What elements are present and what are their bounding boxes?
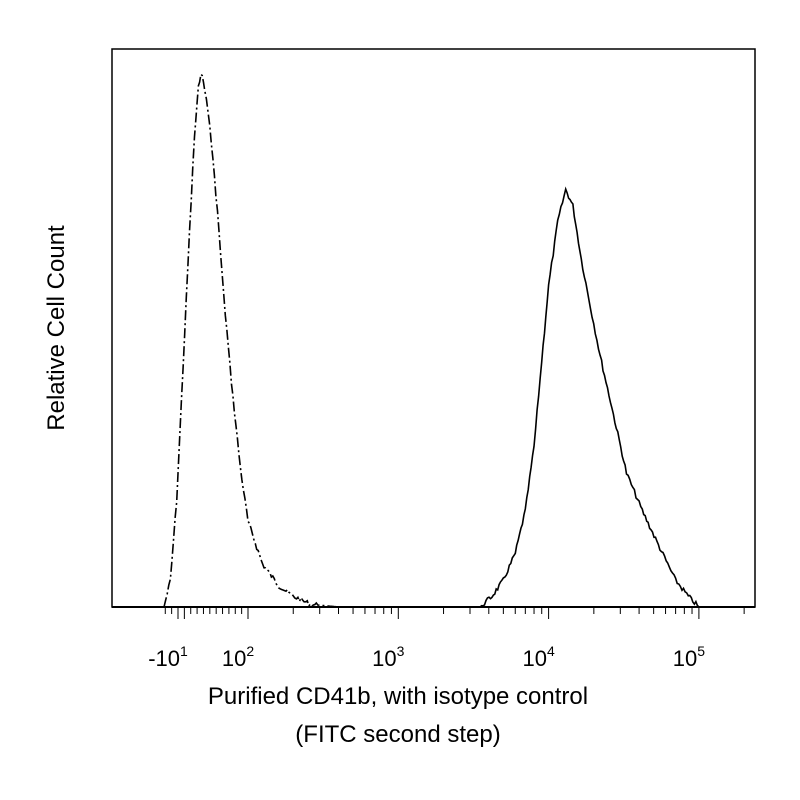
cd41b-histogram [479, 186, 700, 608]
x-axis-ticks [164, 607, 745, 619]
x-tick-label: 105 [673, 643, 705, 671]
y-axis-title: Relative Cell Count [43, 225, 70, 431]
isotype-control-histogram [163, 72, 481, 608]
x-tick-label: 102 [222, 643, 254, 671]
plot-frame [111, 48, 756, 608]
x-axis-title: Purified CD41b, with isotype control [208, 683, 588, 710]
series-layer [163, 72, 700, 608]
x-tick-labels: -101 102 103 104 105 [148, 643, 705, 671]
x-axis-title-line2: (FITC second step) [295, 721, 500, 748]
x-tick-label: 104 [522, 643, 554, 671]
x-tick-label: 103 [372, 643, 404, 671]
x-tick-label: -101 [148, 643, 188, 671]
